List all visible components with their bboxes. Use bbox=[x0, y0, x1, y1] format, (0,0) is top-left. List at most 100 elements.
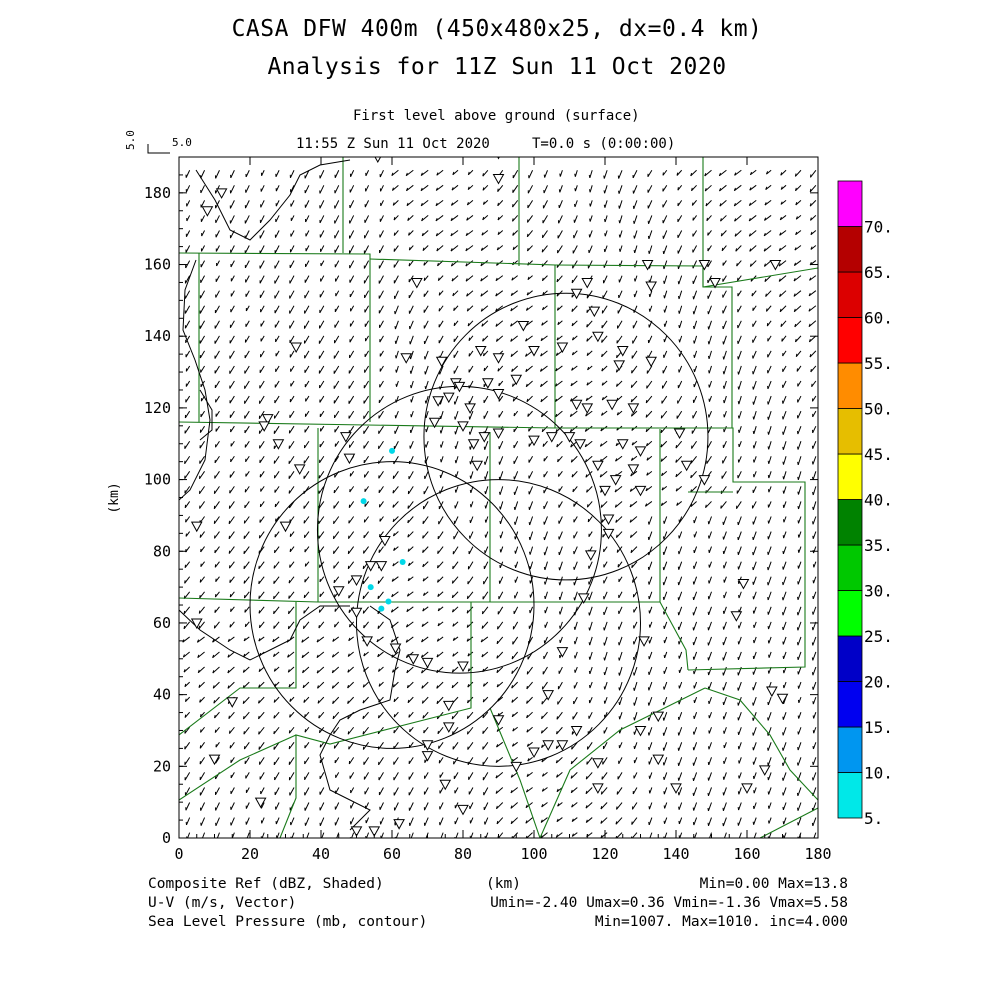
wind-vector bbox=[678, 531, 683, 539]
wind-vector-head bbox=[526, 233, 529, 237]
wind-vector bbox=[467, 184, 474, 190]
wind-vector bbox=[708, 380, 712, 388]
x-tick-label: 80 bbox=[454, 845, 472, 863]
wind-vector bbox=[406, 606, 414, 613]
wind-vector bbox=[303, 591, 310, 599]
wind-vector-head bbox=[514, 521, 516, 525]
wind-vector bbox=[723, 757, 727, 765]
wind-vector bbox=[782, 712, 787, 720]
wind-vector bbox=[199, 290, 205, 299]
wind-vector-head bbox=[469, 475, 472, 479]
wind-vector bbox=[376, 636, 384, 643]
wind-vector bbox=[797, 666, 802, 675]
wind-vector-head bbox=[495, 775, 498, 779]
wind-vector-head bbox=[573, 641, 576, 645]
wind-vector bbox=[201, 230, 206, 237]
wind-vector bbox=[737, 696, 742, 706]
wind-vector bbox=[407, 681, 414, 689]
wind-vector-head bbox=[362, 715, 365, 719]
wind-vector bbox=[782, 606, 787, 616]
wind-vector bbox=[780, 169, 787, 176]
wind-vector-head bbox=[451, 580, 454, 584]
wind-vector bbox=[227, 666, 235, 674]
wind-vector bbox=[541, 320, 548, 326]
wind-vector-head bbox=[630, 398, 633, 403]
wind-vector bbox=[812, 606, 817, 615]
wind-vector bbox=[288, 591, 295, 599]
wind-vector bbox=[470, 471, 474, 479]
wind-vector-head bbox=[244, 623, 247, 627]
wind-vector bbox=[707, 440, 712, 449]
wind-vector bbox=[511, 696, 519, 703]
wind-vector bbox=[678, 546, 683, 555]
wind-vector bbox=[542, 230, 548, 239]
wind-vector bbox=[200, 170, 206, 179]
wind-vector bbox=[273, 425, 280, 434]
station-marker bbox=[602, 514, 615, 526]
wind-vector bbox=[363, 516, 369, 523]
wind-vector bbox=[542, 290, 548, 296]
wind-vector-head bbox=[663, 309, 666, 313]
wind-vector bbox=[306, 832, 310, 838]
wind-vector bbox=[230, 290, 235, 297]
wind-vector-head bbox=[213, 700, 216, 704]
wind-vector bbox=[614, 486, 623, 493]
wind-vector bbox=[752, 727, 757, 736]
wind-vector bbox=[230, 802, 235, 810]
x-tick-label: 0 bbox=[174, 845, 183, 863]
wind-vector-head bbox=[408, 232, 410, 236]
wind-vector-head bbox=[466, 638, 469, 642]
wind-vector bbox=[183, 666, 190, 673]
wind-vector bbox=[275, 185, 280, 192]
wind-vector bbox=[768, 441, 772, 450]
wind-vector bbox=[526, 681, 533, 690]
wind-vector bbox=[584, 425, 593, 432]
wind-vector bbox=[393, 440, 399, 450]
wind-vector bbox=[797, 636, 802, 646]
wind-vector bbox=[723, 531, 727, 540]
wind-vector bbox=[408, 290, 414, 299]
wind-vector-head bbox=[734, 233, 737, 237]
wind-vector-head bbox=[555, 368, 558, 372]
wind-vector-head bbox=[214, 714, 216, 719]
wind-vector bbox=[525, 802, 533, 809]
colorbar-swatch bbox=[837, 726, 863, 773]
wind-vector-head bbox=[258, 624, 261, 628]
wind-vector bbox=[480, 275, 489, 282]
wind-vector bbox=[693, 380, 698, 388]
wind-vector bbox=[693, 320, 698, 330]
wind-vector bbox=[629, 516, 638, 523]
wind-vector bbox=[393, 742, 399, 750]
wind-vector bbox=[753, 591, 757, 600]
axis-ticks bbox=[178, 156, 819, 839]
wind-vector bbox=[378, 440, 384, 450]
wind-vector bbox=[482, 606, 489, 615]
wind-vector bbox=[676, 169, 683, 176]
colorbar-swatch bbox=[837, 681, 863, 728]
wind-vector bbox=[558, 546, 563, 556]
station-marker bbox=[652, 711, 665, 723]
wind-vector-head bbox=[691, 187, 693, 191]
wind-vector bbox=[215, 230, 220, 238]
wind-vector bbox=[436, 651, 444, 658]
wind-vector bbox=[391, 576, 399, 582]
wind-vector bbox=[183, 591, 191, 599]
wind-vector-head bbox=[436, 654, 439, 658]
wind-vector bbox=[753, 817, 757, 825]
wind-vector-head bbox=[451, 609, 454, 613]
wind-vector bbox=[182, 636, 190, 643]
wind-vector bbox=[289, 275, 295, 284]
wind-vector-head bbox=[558, 596, 561, 600]
station-marker bbox=[428, 417, 441, 429]
wind-vector bbox=[511, 756, 518, 763]
wind-vector bbox=[378, 787, 384, 796]
wind-vector bbox=[498, 395, 504, 402]
wind-vector bbox=[378, 666, 384, 672]
wind-vector-head bbox=[629, 519, 632, 523]
wind-vector-head bbox=[646, 472, 649, 476]
wind-vector bbox=[362, 696, 369, 704]
wind-vector-head bbox=[556, 731, 558, 735]
wind-vector bbox=[407, 215, 414, 221]
wind-vector bbox=[483, 802, 489, 811]
wind-vector bbox=[540, 817, 548, 823]
